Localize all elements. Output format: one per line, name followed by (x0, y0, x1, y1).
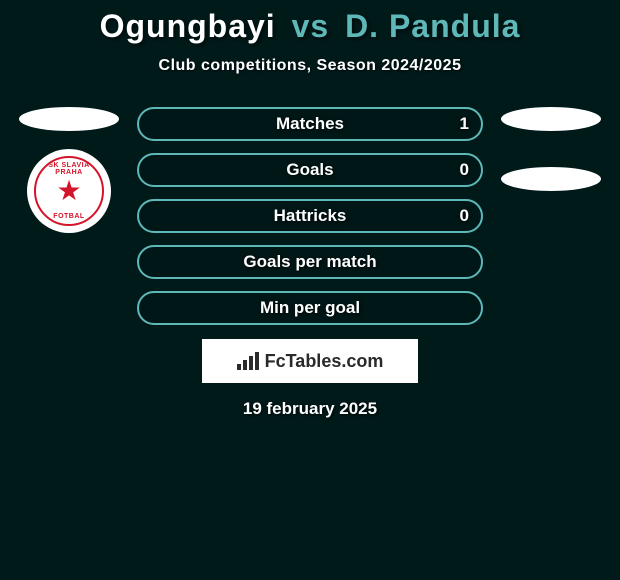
club-badge-blank (19, 107, 119, 131)
slavia-ring: SK SLAVIA PRAHA ★ FOTBAL (34, 156, 104, 226)
date-text: 19 february 2025 (243, 399, 377, 419)
stat-row-goals-per-match: Goals per match (137, 245, 483, 279)
stat-row-goals: Goals 0 (137, 153, 483, 187)
bar-chart-icon (237, 352, 259, 370)
vs-separator: vs (292, 8, 330, 44)
stat-label: Goals (286, 160, 333, 180)
star-icon: ★ (56, 177, 81, 205)
left-badges-column: SK SLAVIA PRAHA ★ FOTBAL (19, 107, 119, 325)
stat-right-value: 0 (460, 206, 469, 226)
fctables-brand[interactable]: FcTables.com (202, 339, 418, 383)
stat-label: Goals per match (243, 252, 376, 272)
stat-row-hattricks: Hattricks 0 (137, 199, 483, 233)
comparison-widget: Ogungbayi vs D. Pandula Club competition… (0, 0, 620, 419)
stat-row-min-per-goal: Min per goal (137, 291, 483, 325)
brand-text: FcTables.com (265, 351, 384, 372)
stat-label: Matches (276, 114, 344, 134)
club-badge-slavia: SK SLAVIA PRAHA ★ FOTBAL (27, 149, 111, 233)
stat-right-value: 0 (460, 160, 469, 180)
stat-label: Hattricks (274, 206, 347, 226)
player1-name: Ogungbayi (100, 8, 276, 44)
club-badge-blank (501, 107, 601, 131)
stat-row-matches: Matches 1 (137, 107, 483, 141)
slavia-text-top: SK SLAVIA PRAHA (36, 162, 102, 176)
footer: FcTables.com 19 february 2025 (0, 339, 620, 419)
subtitle: Club competitions, Season 2024/2025 (0, 57, 620, 75)
player2-name: D. Pandula (345, 8, 520, 44)
page-title: Ogungbayi vs D. Pandula (0, 8, 620, 45)
stats-table: Matches 1 Goals 0 Hattricks 0 Goals per … (137, 107, 483, 325)
stat-right-value: 1 (460, 114, 469, 134)
club-badge-blank (501, 167, 601, 191)
right-badges-column (501, 107, 601, 325)
stat-label: Min per goal (260, 298, 360, 318)
content-row: SK SLAVIA PRAHA ★ FOTBAL Matches 1 Goals… (0, 107, 620, 325)
slavia-text-bottom: FOTBAL (36, 213, 102, 220)
